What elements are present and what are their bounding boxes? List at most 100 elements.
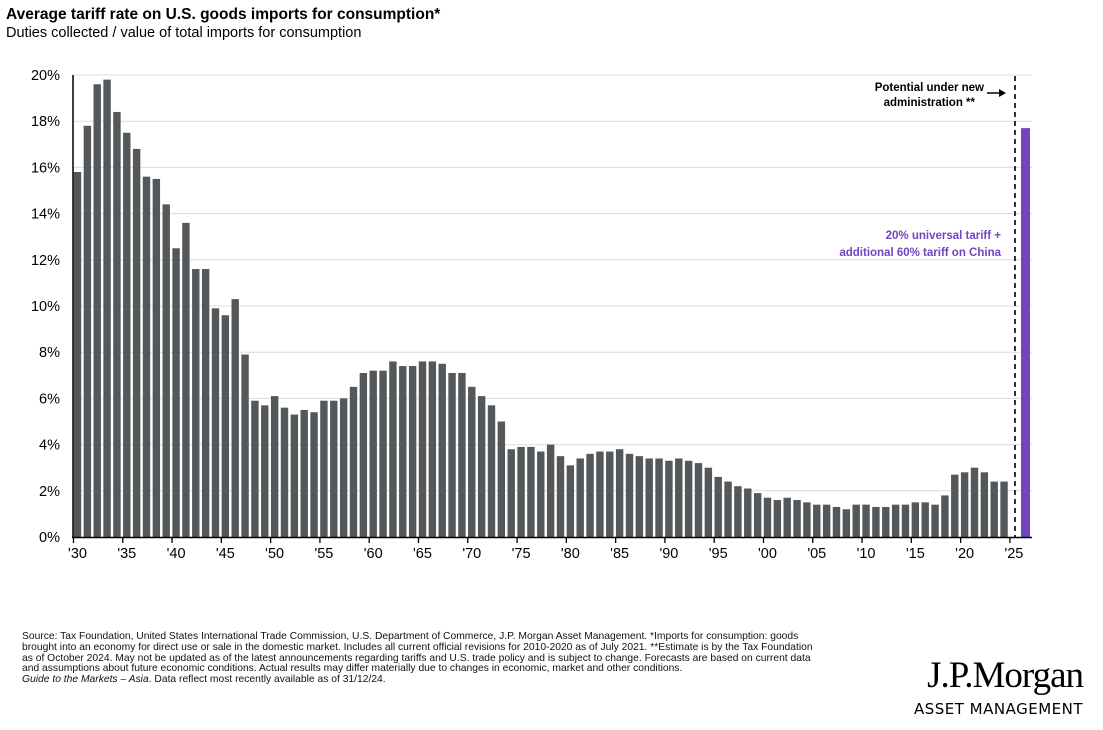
- x-tick-label: '35: [117, 546, 136, 562]
- y-tick-label: 4%: [39, 438, 60, 454]
- bar-2013: [891, 504, 900, 537]
- footnote-line: Source: Tax Foundation, United States In…: [22, 631, 799, 642]
- bar-1981: [576, 458, 584, 537]
- bar-2023: [990, 481, 998, 537]
- bar-1993: [694, 463, 703, 537]
- bar-1931: [83, 125, 92, 537]
- bar-1942: [192, 269, 200, 537]
- bar-2016: [921, 502, 929, 537]
- jpmorgan-logo: J.P.Morgan ASSET MANAGEMENT: [913, 655, 1084, 719]
- x-tick-label: '70: [462, 546, 481, 562]
- bar-1952: [290, 414, 299, 537]
- bar-2021: [970, 467, 979, 537]
- logo-tagline: ASSET MANAGEMENT: [913, 700, 1083, 718]
- x-tick-label: '30: [68, 546, 87, 562]
- bar-1962: [389, 361, 397, 537]
- x-tick-label: '75: [512, 546, 531, 562]
- bar-2014: [901, 504, 910, 537]
- y-tick-label: 16%: [31, 160, 60, 176]
- y-tick-label: 0%: [39, 530, 60, 546]
- y-tick-label: 2%: [39, 484, 60, 500]
- x-tick-label: '65: [413, 546, 432, 562]
- footnote-line: brought into an economy for direct use o…: [22, 641, 813, 653]
- bar-1972: [487, 405, 496, 537]
- bar-1995: [714, 476, 722, 537]
- x-tick-label: '55: [314, 546, 333, 562]
- bar-1936: [132, 148, 141, 538]
- bar-1955: [320, 400, 328, 537]
- bar-2022: [980, 472, 989, 537]
- bar-1974: [507, 449, 515, 537]
- bar-1973: [497, 421, 506, 537]
- bar-1970: [468, 386, 476, 537]
- footnote-line: Guide to the Markets – Asia. Data reflec…: [22, 674, 902, 686]
- chart-subtitle: Duties collected / value of total import…: [6, 25, 362, 41]
- bar-1941: [182, 222, 190, 537]
- potential-annotation-line2: administration **: [884, 97, 976, 109]
- bar-1983: [596, 451, 604, 537]
- bar-1982: [586, 453, 594, 537]
- bar-1996: [724, 481, 732, 537]
- bar-2004: [803, 502, 811, 537]
- bar-1957: [339, 398, 348, 537]
- bar-1979: [556, 456, 565, 537]
- bar-1992: [684, 460, 693, 537]
- bar-2002: [783, 497, 791, 537]
- bar-2001: [773, 500, 782, 537]
- bar-1984: [606, 451, 614, 537]
- bar-1966: [428, 361, 437, 537]
- bar-1985: [615, 449, 624, 537]
- x-tick-label: '20: [955, 546, 974, 562]
- chart-title: Average tariff rate on U.S. goods import…: [6, 6, 441, 23]
- y-tick-label: 12%: [31, 253, 60, 269]
- bar-1948: [251, 400, 259, 537]
- bar-1971: [477, 396, 486, 537]
- x-tick-label: '00: [758, 546, 777, 562]
- bar-2019: [951, 474, 959, 537]
- guide-date-note: . Data reflect most recently available a…: [148, 674, 386, 686]
- bar-1937: [142, 176, 151, 537]
- logo-wordmark: J.P.Morgan: [927, 655, 1084, 696]
- bar-1958: [349, 386, 358, 537]
- bar-2010: [862, 504, 870, 537]
- arrow-right-icon: [987, 89, 1006, 97]
- bar-1998: [744, 488, 752, 537]
- footnote: Source: Tax Foundation, United States In…: [22, 631, 902, 686]
- bar-1935: [123, 132, 131, 537]
- bar-1965: [418, 361, 427, 537]
- bar-2007: [832, 506, 841, 537]
- x-tick-label: '95: [709, 546, 728, 562]
- bar-2009: [852, 504, 860, 537]
- bar-2011: [872, 506, 880, 537]
- bar-2024: [1000, 481, 1008, 537]
- y-tick-label: 14%: [31, 207, 60, 223]
- bar-2000: [763, 497, 772, 537]
- potential-annotation-line1: Potential under new: [875, 82, 984, 94]
- bar-1939: [162, 204, 170, 538]
- y-tick-label: 20%: [31, 68, 60, 84]
- bar-1976: [527, 446, 535, 537]
- bar-2006: [822, 504, 831, 537]
- bar-1950: [270, 396, 279, 537]
- bar-1968: [448, 372, 456, 537]
- bar-1934: [113, 111, 121, 538]
- x-tick-label: '90: [659, 546, 678, 562]
- bar-2015: [911, 502, 920, 537]
- bar-1951: [280, 407, 289, 537]
- footnote-line: and assumptions about future economic co…: [22, 663, 683, 675]
- bar-2012: [882, 506, 890, 537]
- scenario-annotation-line1: 20% universal tariff +: [886, 230, 1002, 242]
- bar-1932: [93, 84, 101, 538]
- x-tick-label: '80: [561, 546, 580, 562]
- bar-1988: [645, 458, 653, 537]
- bar-1933: [103, 79, 111, 538]
- bar-1994: [704, 467, 713, 537]
- x-tick-label: '25: [1004, 546, 1023, 562]
- bar-2008: [842, 509, 851, 537]
- bar-1980: [566, 465, 575, 537]
- x-tick-label: '05: [807, 546, 826, 562]
- x-tick-label: '50: [265, 546, 284, 562]
- bar-1960: [369, 370, 377, 537]
- bar-1967: [438, 363, 446, 537]
